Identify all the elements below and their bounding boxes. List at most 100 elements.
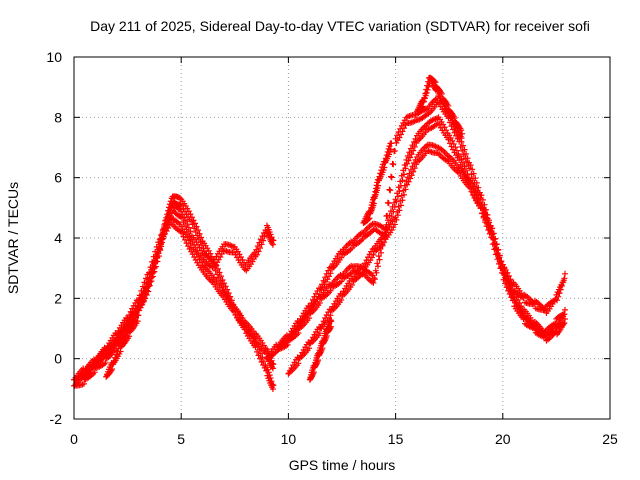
data-point — [160, 231, 167, 238]
data-point — [399, 128, 406, 135]
data-point — [469, 166, 476, 173]
data-point — [313, 361, 320, 368]
data-point — [561, 311, 568, 318]
data-point — [175, 205, 182, 212]
data-point — [216, 269, 223, 276]
data-point — [316, 300, 323, 307]
data-point — [255, 248, 262, 255]
data-point — [151, 265, 158, 272]
data-point — [504, 273, 511, 280]
data-point — [556, 290, 563, 297]
data-point — [327, 270, 334, 277]
data-point — [218, 273, 225, 280]
data-point — [555, 293, 562, 300]
data-point — [501, 265, 508, 272]
series-track-9 — [360, 140, 395, 226]
data-point — [317, 349, 324, 356]
data-point — [399, 197, 406, 204]
data-point — [486, 219, 493, 226]
data-point — [558, 282, 565, 289]
data-point — [373, 269, 380, 276]
data-point — [461, 163, 468, 170]
data-point — [257, 245, 264, 252]
data-point — [359, 269, 366, 276]
data-point — [391, 147, 398, 154]
data-point — [459, 159, 466, 166]
x-axis-label: GPS time / hours — [289, 457, 396, 473]
data-point — [472, 175, 479, 182]
data-point — [423, 89, 430, 96]
data-point — [516, 299, 523, 306]
data-point — [475, 184, 482, 191]
data-point — [561, 270, 568, 277]
data-point — [142, 291, 149, 298]
data-point — [261, 233, 268, 240]
y-tick-label: 0 — [54, 351, 62, 367]
data-point — [185, 224, 192, 231]
data-point — [381, 239, 388, 246]
data-point — [484, 215, 491, 222]
data-point — [270, 382, 277, 389]
data-point — [397, 202, 404, 209]
data-point — [254, 251, 261, 258]
data-point — [259, 354, 266, 361]
data-point — [98, 357, 105, 364]
data-point — [260, 358, 267, 365]
data-point — [268, 378, 275, 385]
data-point — [159, 236, 166, 243]
x-tick-label: 20 — [495, 431, 511, 447]
data-point — [370, 251, 377, 258]
data-point — [135, 312, 142, 319]
data-point — [464, 155, 471, 162]
data-point — [328, 318, 335, 325]
data-point — [422, 92, 429, 99]
data-point — [387, 146, 394, 153]
x-tick-label: 25 — [602, 431, 618, 447]
y-tick-label: -2 — [50, 411, 63, 427]
data-point — [179, 211, 186, 218]
data-point — [496, 252, 503, 259]
data-point — [463, 150, 470, 157]
series-track-10 — [414, 74, 466, 142]
data-point — [397, 131, 404, 138]
data-point — [432, 79, 439, 86]
data-point — [187, 211, 194, 218]
data-point — [402, 186, 409, 193]
data-point — [270, 237, 277, 244]
data-point — [257, 350, 264, 357]
data-point — [499, 261, 506, 268]
data-point — [405, 178, 412, 185]
data-point — [327, 287, 334, 294]
data-point — [126, 333, 133, 340]
data-point — [452, 144, 459, 151]
data-point — [458, 127, 465, 134]
data-point — [443, 127, 450, 134]
data-point — [263, 229, 270, 236]
data-point — [181, 214, 188, 221]
data-point — [388, 174, 395, 181]
y-tick-label: 10 — [46, 49, 62, 65]
data-point — [268, 357, 275, 364]
data-point — [402, 165, 409, 172]
data-point — [425, 83, 432, 90]
data-point — [327, 323, 334, 330]
data-point — [411, 143, 418, 150]
data-point — [498, 258, 505, 265]
data-point — [493, 241, 500, 248]
data-point — [218, 251, 225, 258]
x-tick-label: 10 — [281, 431, 297, 447]
data-point — [80, 380, 87, 387]
data-point — [449, 137, 456, 144]
data-point — [518, 303, 525, 310]
data-point — [321, 337, 328, 344]
data-point — [557, 286, 564, 293]
data-point — [479, 204, 486, 211]
series-track-8 — [306, 317, 335, 383]
data-point — [401, 191, 408, 198]
data-point — [365, 216, 372, 223]
data-point — [370, 279, 377, 286]
data-point — [239, 256, 246, 263]
data-point — [306, 315, 313, 322]
data-point — [459, 130, 466, 137]
y-tick-label: 6 — [54, 170, 62, 186]
